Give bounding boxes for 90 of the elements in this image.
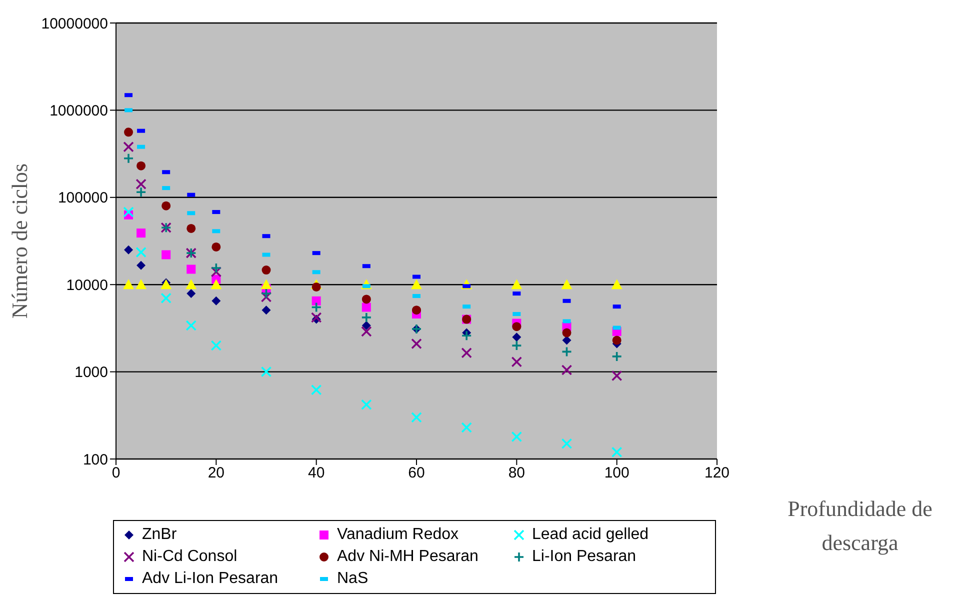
x-tick-label: 80 — [508, 464, 526, 482]
point — [362, 294, 371, 304]
point — [136, 186, 146, 198]
x-tick-label: 0 — [112, 464, 120, 482]
legend-label: NaS — [337, 570, 368, 588]
y-tick-label: 1000000 — [50, 102, 108, 120]
point — [212, 242, 221, 252]
y-tick-label: 10000000 — [41, 15, 108, 32]
point — [312, 296, 321, 306]
point — [412, 306, 421, 315]
point — [611, 446, 622, 458]
point — [186, 279, 197, 290]
legend-label: Lead acid gelled — [532, 526, 649, 544]
x-tick-label: 20 — [208, 464, 225, 482]
point — [511, 279, 522, 290]
point — [136, 260, 146, 270]
x-tick-label: 120 — [704, 464, 730, 482]
point — [461, 422, 472, 433]
point — [310, 302, 322, 313]
point — [611, 370, 622, 382]
point — [260, 279, 272, 290]
point — [162, 250, 171, 260]
point — [186, 264, 196, 274]
point — [461, 347, 472, 358]
point — [612, 336, 622, 345]
point — [260, 288, 272, 299]
point — [561, 346, 572, 358]
point — [611, 279, 622, 290]
point — [123, 141, 134, 152]
point — [512, 332, 522, 342]
point — [411, 412, 422, 423]
point — [361, 326, 372, 337]
point — [411, 338, 422, 350]
y-tick-label: 100000 — [58, 190, 108, 207]
point — [361, 312, 372, 323]
legend-label: Adv Li-Ion Pesaran — [142, 570, 278, 588]
y-axis-title: Número de ciclos — [7, 163, 33, 319]
point — [136, 178, 146, 190]
point — [260, 366, 272, 378]
point — [160, 292, 172, 304]
point — [461, 330, 472, 342]
point — [511, 356, 522, 368]
point — [310, 312, 322, 323]
point — [562, 328, 572, 338]
point — [186, 289, 196, 298]
y-tick-label: 100 — [82, 451, 108, 468]
point — [136, 246, 146, 258]
point — [512, 322, 522, 332]
point — [262, 266, 271, 275]
legend-label: ZnBr — [142, 526, 177, 544]
point — [210, 279, 222, 290]
x-tick-label: 40 — [308, 464, 325, 482]
point — [210, 262, 222, 274]
point — [362, 302, 371, 312]
point — [561, 279, 572, 290]
point — [136, 279, 147, 290]
point — [124, 128, 134, 137]
x-tick-label: 100 — [604, 464, 630, 482]
point — [123, 206, 134, 218]
point — [210, 266, 222, 278]
point — [186, 320, 197, 331]
y-tick-label: 10000 — [66, 276, 108, 294]
y-tick-label: 1000 — [74, 364, 108, 382]
legend-label: Vanadium Redox — [337, 526, 459, 544]
point — [210, 340, 222, 351]
point — [511, 431, 522, 442]
point — [561, 364, 572, 376]
point — [162, 201, 171, 210]
point — [411, 279, 422, 290]
x-tick-label: 60 — [408, 464, 425, 482]
point — [123, 153, 134, 164]
point — [212, 296, 221, 306]
x-axis-title: Profundidade de descarga — [786, 495, 934, 557]
point — [136, 161, 146, 170]
point — [362, 320, 371, 330]
point — [262, 306, 271, 315]
point — [186, 224, 196, 233]
legend-label: Li-Ion Pesaran — [532, 548, 636, 566]
point — [123, 279, 134, 290]
point — [136, 228, 146, 238]
legend-label: Adv Ni-MH Pesaran — [337, 548, 478, 566]
point — [312, 282, 321, 292]
point — [361, 399, 372, 410]
point — [310, 384, 322, 396]
point — [260, 292, 272, 302]
point — [561, 438, 572, 450]
legend-label: Ni-Cd Consol — [142, 548, 238, 566]
point — [124, 245, 134, 254]
point — [611, 351, 622, 362]
point — [511, 340, 522, 351]
